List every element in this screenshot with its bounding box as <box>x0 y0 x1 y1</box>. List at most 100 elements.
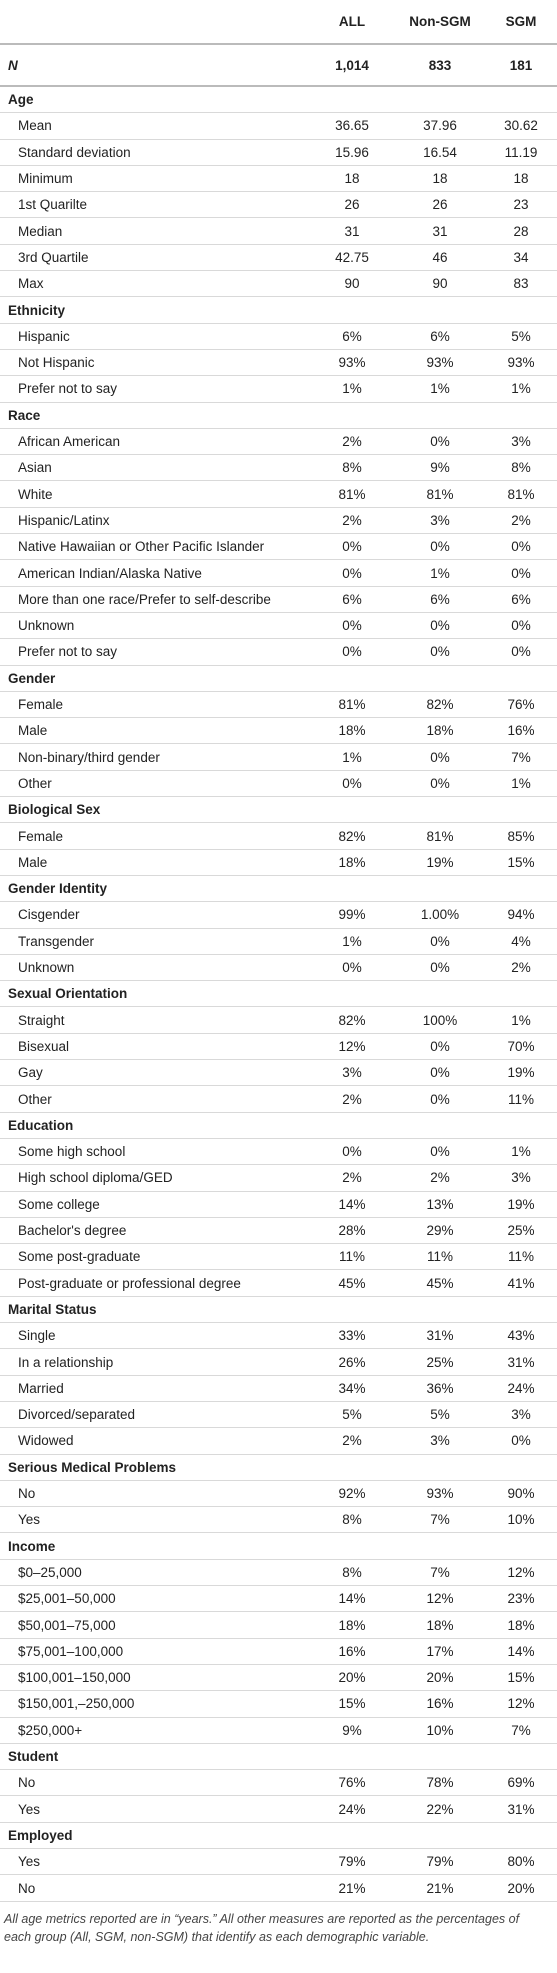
table-row: Some post-graduate 11% 11% 11% <box>0 1244 557 1271</box>
cell-value: 45% <box>338 1275 366 1291</box>
cell-value: 46 <box>432 249 448 265</box>
row-label: Post-graduate or professional degree <box>18 1275 241 1291</box>
cell-value: 6% <box>342 591 362 607</box>
table-row: Marital Status <box>0 1297 557 1324</box>
cell-value: 0% <box>342 644 362 660</box>
cell-value: 81% <box>507 486 535 502</box>
cell-value: 0% <box>430 775 450 791</box>
cell-value: 36.65 <box>335 118 369 134</box>
table-row: More than one race/Prefer to self-descri… <box>0 587 557 613</box>
cell-value: 9% <box>342 1722 362 1738</box>
table-row: Non-binary/third gender 1% 0% 7% <box>0 745 557 771</box>
cell-value: 93% <box>426 355 454 371</box>
cell-value: 1% <box>511 1012 531 1028</box>
cell-value: 82% <box>426 697 454 713</box>
cell-value: 0% <box>511 644 531 660</box>
cell-value: 28 <box>513 223 529 239</box>
cell-value: 8% <box>342 460 362 476</box>
cell-value: 12% <box>426 1591 454 1607</box>
section-title: Race <box>8 407 41 423</box>
cell-value: 18% <box>338 854 366 870</box>
row-label: Gay <box>18 1065 43 1081</box>
section-title: Gender <box>8 670 56 686</box>
row-label: More than one race/Prefer to self-descri… <box>18 591 271 607</box>
cell-value: 1% <box>430 565 450 581</box>
table-row: Yes 8% 7% 10% <box>0 1507 557 1534</box>
row-label: Female <box>18 828 64 844</box>
cell-value: 93% <box>338 355 366 371</box>
cell-value: 7% <box>511 1722 531 1738</box>
table-row: $25,001–50,000 14% 12% 23% <box>0 1586 557 1613</box>
cell-value: 31 <box>432 223 448 239</box>
cell-value: 0% <box>430 749 450 765</box>
row-label: Other <box>18 1091 52 1107</box>
row-label: $250,000+ <box>18 1722 83 1738</box>
row-label: Male <box>18 723 48 739</box>
cell-value: 1.00% <box>420 907 460 923</box>
table-row: Prefer not to say 0% 0% 0% <box>0 639 557 666</box>
cell-value: 34% <box>338 1380 366 1396</box>
row-label: Non-binary/third gender <box>18 749 160 765</box>
cell-value: 0% <box>511 539 531 555</box>
cell-value: 90 <box>432 276 448 292</box>
row-label: Prefer not to say <box>18 381 118 397</box>
table-row: Max 90 90 83 <box>0 271 557 298</box>
cell-value: 90% <box>507 1486 535 1502</box>
cell-value: 15.96 <box>335 144 369 160</box>
table-row: Other 0% 0% 1% <box>0 771 557 798</box>
cell-value: 18% <box>426 1617 454 1633</box>
cell-value: 6% <box>342 328 362 344</box>
table-row: $250,000+ 9% 10% 7% <box>0 1718 557 1744</box>
section-title: Serious Medical Problems <box>8 1459 177 1475</box>
table-row: Single 33% 31% 43% <box>0 1323 557 1350</box>
cell-value: 23 <box>513 197 529 213</box>
row-label: Single <box>18 1328 56 1344</box>
cell-value: 10% <box>426 1722 454 1738</box>
cell-value: 9% <box>430 460 450 476</box>
table-row: Minimum 18 18 18 <box>0 166 557 193</box>
cell-value: 13% <box>426 1196 454 1212</box>
cell-value: 15% <box>338 1696 366 1712</box>
cell-value: 2% <box>342 512 362 528</box>
cell-value: 93% <box>426 1486 454 1502</box>
footnote: All age metrics reported are in “years.”… <box>4 1911 520 1944</box>
row-label: No <box>18 1880 36 1896</box>
cell-value: 0% <box>342 618 362 634</box>
cell-value: 181 <box>509 57 533 73</box>
cell-value: 1,014 <box>335 57 369 73</box>
cell-value: 11% <box>507 1091 535 1107</box>
table-row: Post-graduate or professional degree 45% 4… <box>0 1271 557 1297</box>
cell-value: 82% <box>338 828 366 844</box>
cell-value: 2% <box>511 512 531 528</box>
cell-value: 20% <box>338 1670 366 1686</box>
table-row: American Indian/Alaska Native 0% 1% 0% <box>0 560 557 587</box>
table-row: Married 34% 36% 24% <box>0 1376 557 1402</box>
section-title: Biological Sex <box>8 802 101 818</box>
table-row: Some high school 0% 0% 1% <box>0 1139 557 1166</box>
row-label: Mean <box>18 118 52 134</box>
table-row: Male 18% 18% 16% <box>0 718 557 745</box>
cell-value: 16.54 <box>423 144 457 160</box>
table-row: Male 18% 19% 15% <box>0 850 557 876</box>
cell-value: 31% <box>507 1801 535 1817</box>
cell-value: 22% <box>426 1801 454 1817</box>
cell-value: 4% <box>511 933 531 949</box>
cell-value: 42.75 <box>335 249 369 265</box>
cell-value: 2% <box>342 1170 362 1186</box>
row-label: No <box>18 1486 36 1502</box>
cell-value: 14% <box>338 1591 366 1607</box>
row-label: $75,001–100,000 <box>18 1643 124 1659</box>
row-label: Yes <box>18 1854 41 1870</box>
cell-value: 3% <box>511 434 531 450</box>
section-title: Age <box>8 92 34 108</box>
row-label: Married <box>18 1380 64 1396</box>
cell-value: 17% <box>426 1643 454 1659</box>
cell-value: 14% <box>507 1643 535 1659</box>
cell-value: 18% <box>507 1617 535 1633</box>
cell-value: 79% <box>338 1854 366 1870</box>
cell-value: 12% <box>338 1038 366 1054</box>
table-row: Unknown 0% 0% 2% <box>0 955 557 982</box>
cell-value: 0% <box>511 618 531 634</box>
table-row: High school diploma/GED 2% 2% 3% <box>0 1165 557 1192</box>
